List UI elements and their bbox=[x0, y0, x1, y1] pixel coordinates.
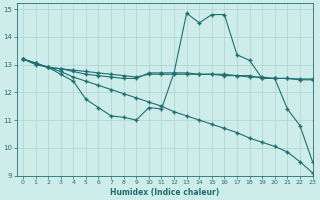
X-axis label: Humidex (Indice chaleur): Humidex (Indice chaleur) bbox=[110, 188, 219, 197]
